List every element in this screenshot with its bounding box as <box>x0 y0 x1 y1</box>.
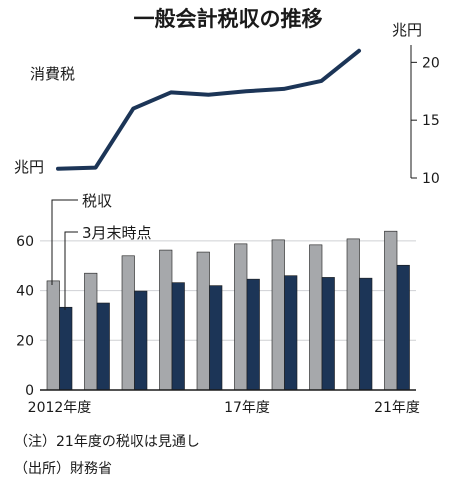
bar-march <box>96 302 110 391</box>
bar-march <box>284 275 298 391</box>
bar-march <box>59 306 73 391</box>
line-tick-label: 15 <box>422 113 440 129</box>
bar-zeishu <box>271 239 285 391</box>
bar-zeishu <box>46 280 60 391</box>
bar-zeishu <box>346 238 360 391</box>
bar-x-label: 21年度 <box>374 400 420 416</box>
series-label-shouhizei: 消費税 <box>30 65 75 83</box>
line-unit-left: 兆円 <box>14 158 44 176</box>
bar-march <box>396 264 410 391</box>
bar-tick-label: 20 <box>16 333 34 349</box>
legend-leader-zeishu <box>51 199 78 285</box>
legend-label-zeishu: 税収 <box>82 192 112 210</box>
bar-march <box>134 290 148 391</box>
bar-march <box>171 282 185 391</box>
bar-march <box>209 285 223 391</box>
bar-march <box>321 277 335 391</box>
bar-chart: 0 20 40 60 2012年度 17年度 21年度 税収 3月末時点 <box>16 192 420 416</box>
bar-march <box>246 278 260 391</box>
bar-zeishu <box>84 272 98 391</box>
bar-zeishu <box>159 249 173 391</box>
chart-title: 一般会計税収の推移 <box>134 7 323 31</box>
series-line-shouhizei <box>56 48 361 171</box>
bar-tick-label: 0 <box>25 383 34 399</box>
note-line: （注）21年度の税収は見通し <box>14 434 200 450</box>
bar-tick-label: 40 <box>16 284 34 300</box>
bar-x-label: 17年度 <box>224 400 270 416</box>
bar-zeishu <box>121 255 135 391</box>
line-chart: 兆円 10 15 20 兆円 消費税 <box>14 21 440 187</box>
line-tick-label: 10 <box>422 171 440 187</box>
bar-zeishu <box>234 243 248 391</box>
source-line: （出所）財務省 <box>14 461 112 477</box>
bar-zeishu <box>309 244 323 391</box>
bar-tick-label: 60 <box>16 234 34 250</box>
bar-x-label: 2012年度 <box>28 400 92 416</box>
line-unit-right: 兆円 <box>392 21 422 39</box>
legend-leader-march <box>64 231 78 310</box>
bar-zeishu <box>384 230 398 391</box>
bar-march <box>359 277 373 391</box>
legend-label-march: 3月末時点 <box>82 224 152 242</box>
line-tick-label: 20 <box>422 55 440 71</box>
bar-zeishu <box>196 251 210 391</box>
